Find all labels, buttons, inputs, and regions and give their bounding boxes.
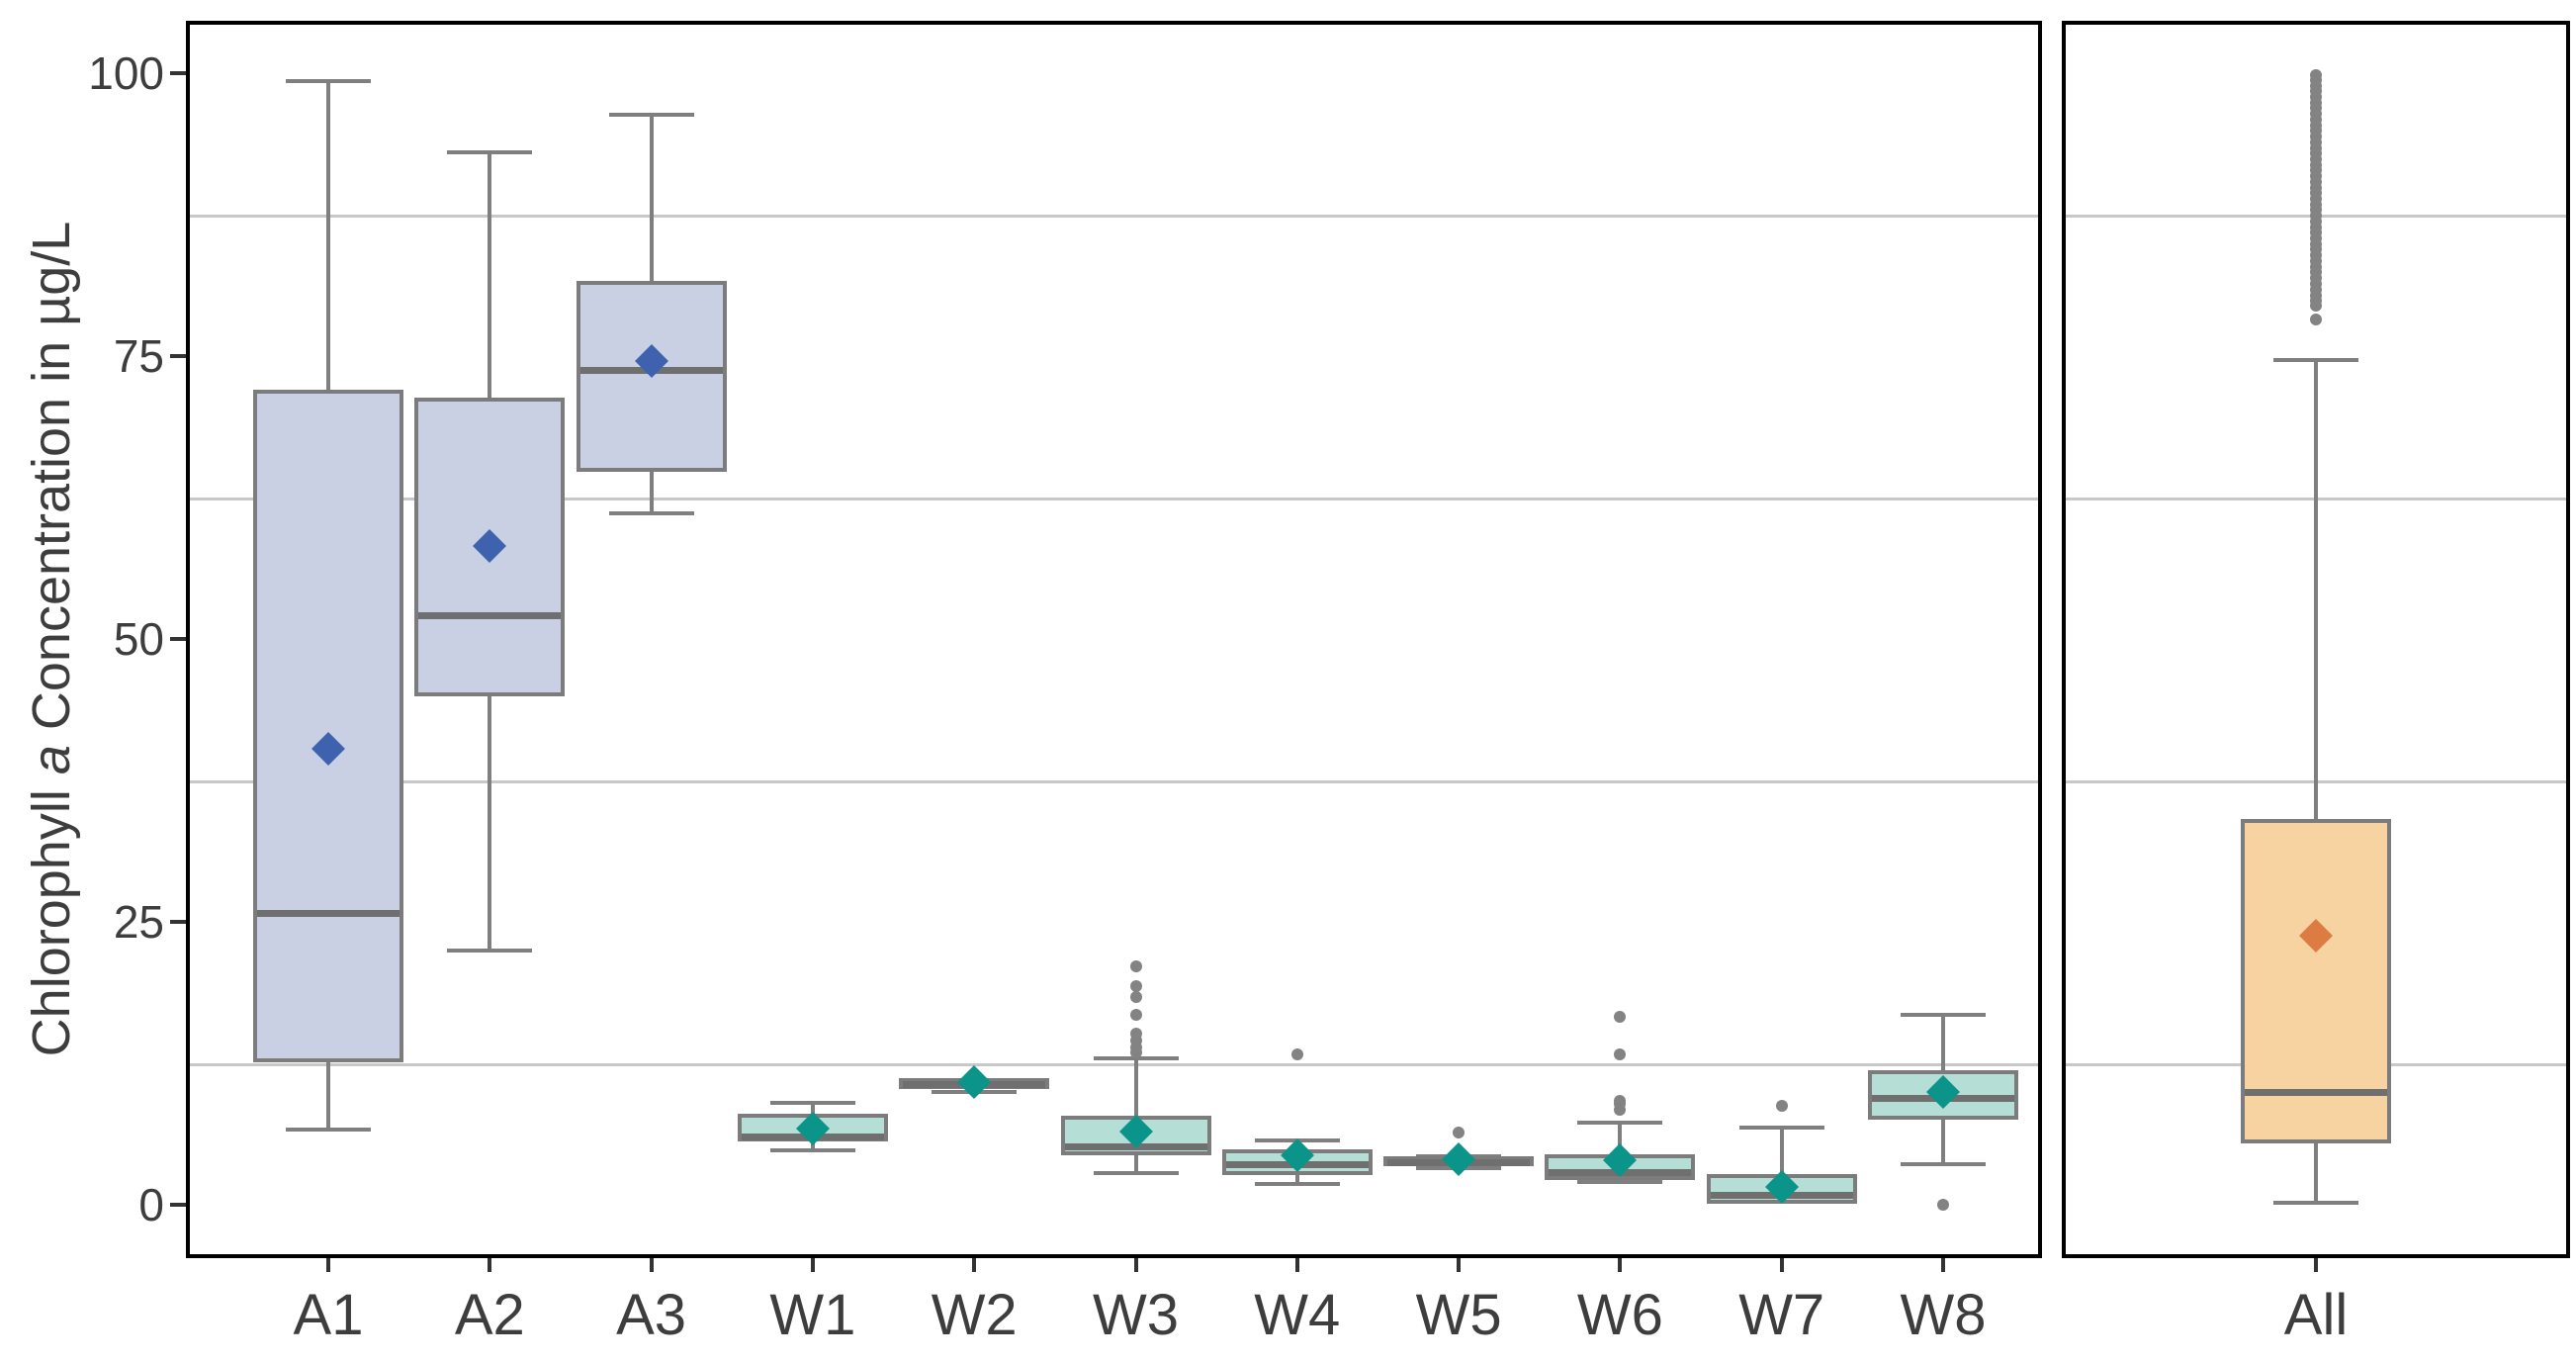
x-tick-label-W1: W1 xyxy=(769,1283,856,1347)
y-tick-label: 75 xyxy=(113,330,164,382)
minor-gridline xyxy=(190,1063,2038,1066)
outlier-W8 xyxy=(1937,1199,1949,1211)
upper-whisker-cap xyxy=(1738,1125,1824,1130)
x-tick-mark xyxy=(1133,1258,1138,1272)
y-axis-title-part2: Concentration in µg/L xyxy=(22,221,81,746)
plot-panel-combined xyxy=(2062,21,2570,1258)
x-tick-label-W8: W8 xyxy=(1900,1283,1987,1347)
plot-panel-sites xyxy=(186,21,2042,1258)
lower-whisker-cap xyxy=(447,948,533,953)
median-A1 xyxy=(257,909,400,917)
x-tick-label-A2: A2 xyxy=(454,1283,525,1347)
outlier-W6 xyxy=(1614,1011,1627,1024)
x-tick-label-W3: W3 xyxy=(1093,1283,1179,1347)
y-tick-label: 100 xyxy=(88,47,164,99)
x-tick-label-W5: W5 xyxy=(1415,1283,1502,1347)
upper-whisker xyxy=(488,149,492,399)
upper-whisker-cap xyxy=(286,78,371,83)
y-tick-mark xyxy=(170,71,186,75)
upper-whisker xyxy=(1779,1125,1784,1175)
y-tick-label: 0 xyxy=(138,1179,164,1230)
upper-whisker-cap xyxy=(447,149,533,154)
outlier-W3 xyxy=(1129,1008,1142,1021)
upper-whisker-cap xyxy=(1577,1121,1663,1126)
median-A2 xyxy=(418,611,562,619)
lower-whisker-cap xyxy=(1254,1181,1340,1186)
lower-whisker xyxy=(326,1061,330,1132)
x-tick-label-W2: W2 xyxy=(931,1283,1018,1347)
lower-whisker xyxy=(810,1140,815,1153)
minor-gridline xyxy=(190,780,2038,783)
median-All xyxy=(2245,1088,2387,1096)
x-tick-mark xyxy=(1618,1258,1623,1272)
x-tick-mark xyxy=(1941,1258,1945,1272)
upper-whisker-cap xyxy=(769,1100,855,1105)
upper-whisker xyxy=(810,1100,815,1115)
outlier-All xyxy=(2310,69,2322,82)
outlier-W6 xyxy=(1614,1094,1627,1107)
outlier-W3 xyxy=(1129,1028,1142,1041)
x-tick-mark xyxy=(488,1258,492,1272)
upper-whisker xyxy=(2314,358,2318,819)
x-tick-label-W6: W6 xyxy=(1576,1283,1663,1347)
y-tick-mark xyxy=(170,354,186,358)
lower-whisker xyxy=(488,696,492,953)
upper-whisker xyxy=(649,113,654,282)
outlier-W4 xyxy=(1290,1047,1303,1060)
x-tick-label-A1: A1 xyxy=(293,1283,364,1347)
outlier-W7 xyxy=(1775,1100,1788,1113)
upper-whisker xyxy=(326,78,330,391)
lower-whisker xyxy=(2314,1143,2318,1205)
lower-whisker-cap xyxy=(608,511,694,516)
x-tick-mark xyxy=(972,1258,977,1272)
x-tick-mark xyxy=(1294,1258,1299,1272)
upper-whisker-cap xyxy=(1901,1012,1986,1017)
upper-whisker-cap xyxy=(608,113,694,118)
y-axis-title-italic-a: a xyxy=(22,745,81,775)
y-tick-mark xyxy=(170,920,186,924)
outlier-All xyxy=(2310,314,2322,326)
x-tick-label-A3: A3 xyxy=(616,1283,687,1347)
lower-whisker-cap xyxy=(1577,1180,1663,1185)
outlier-W3 xyxy=(1129,980,1142,993)
y-tick-mark xyxy=(170,637,186,641)
x-tick-mark xyxy=(810,1258,815,1272)
outlier-W6 xyxy=(1614,1047,1627,1060)
y-tick-label: 50 xyxy=(113,613,164,665)
x-tick-mark xyxy=(326,1258,330,1272)
lower-whisker xyxy=(649,471,654,516)
lower-whisker xyxy=(1133,1154,1138,1176)
lower-whisker xyxy=(1941,1120,1945,1167)
upper-whisker xyxy=(1133,1056,1138,1116)
box-A1 xyxy=(253,390,403,1062)
upper-whisker xyxy=(1941,1012,1945,1070)
minor-gridline xyxy=(190,215,2038,218)
y-tick-label: 25 xyxy=(113,896,164,948)
upper-whisker-cap xyxy=(2273,358,2358,363)
x-tick-mark xyxy=(1779,1258,1784,1272)
x-tick-label-W4: W4 xyxy=(1254,1283,1341,1347)
lower-whisker xyxy=(1294,1175,1299,1186)
upper-whisker xyxy=(1618,1121,1623,1154)
lower-whisker-cap xyxy=(1093,1171,1179,1176)
lower-whisker-cap xyxy=(1901,1162,1986,1167)
outlier-W3 xyxy=(1129,959,1142,972)
mean-diamond-W5 xyxy=(1442,1142,1476,1177)
x-tick-mark xyxy=(1457,1258,1462,1272)
lower-whisker-cap xyxy=(769,1148,855,1153)
minor-gridline xyxy=(190,498,2038,500)
x-tick-mark xyxy=(2314,1258,2318,1272)
mean-diamond-W2 xyxy=(957,1065,992,1100)
x-tick-label-All: All xyxy=(2283,1283,2349,1347)
upper-whisker-cap xyxy=(1093,1056,1179,1061)
lower-whisker-cap xyxy=(2273,1201,2358,1205)
y-tick-mark xyxy=(170,1203,186,1207)
lower-whisker-cap xyxy=(286,1127,371,1132)
x-tick-mark xyxy=(649,1258,654,1272)
x-tick-label-W7: W7 xyxy=(1738,1283,1825,1347)
outlier-W3 xyxy=(1129,990,1142,1003)
outlier-W5 xyxy=(1453,1126,1466,1138)
